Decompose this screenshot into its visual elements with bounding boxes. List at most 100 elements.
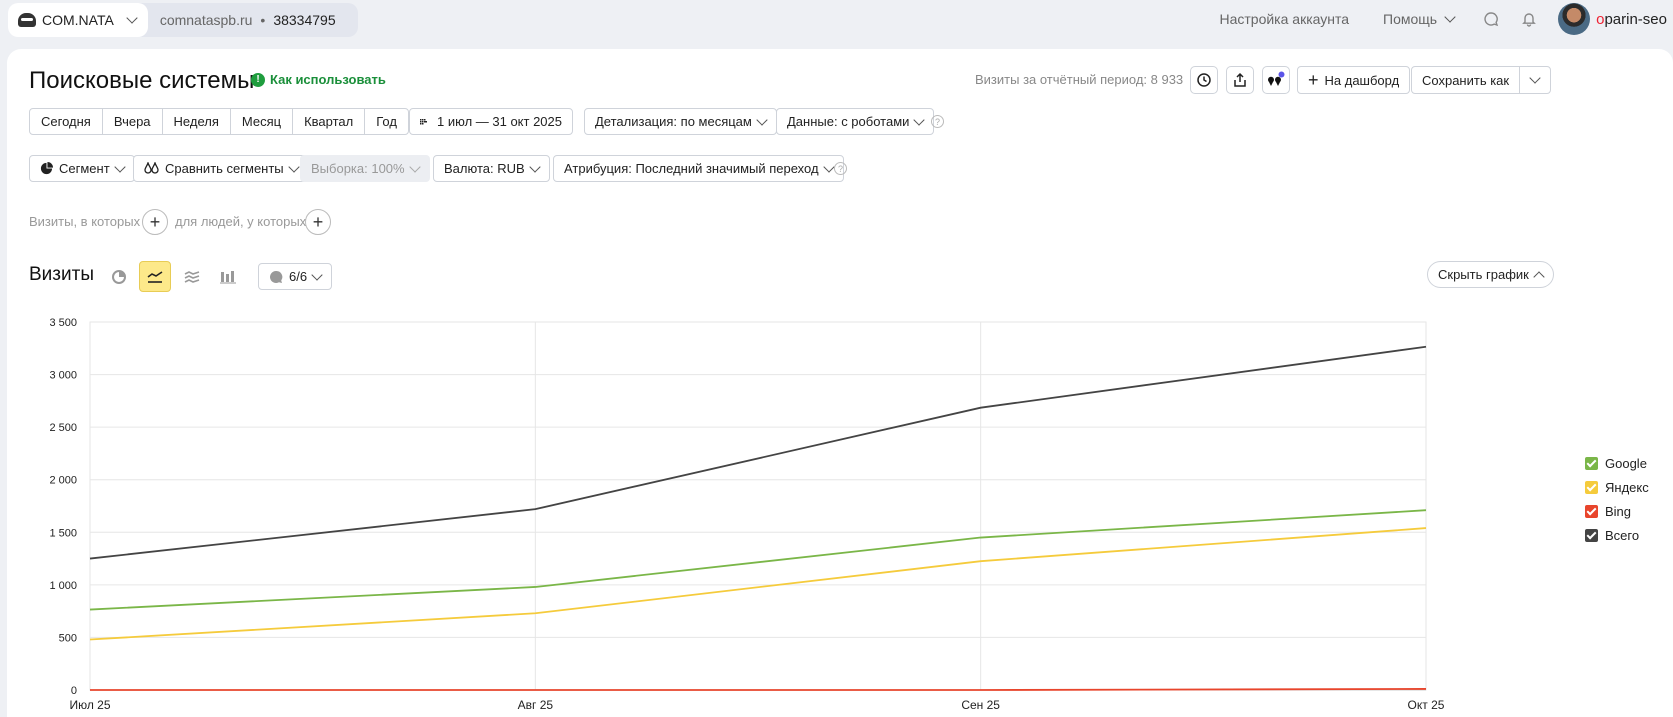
legend-item[interactable]: Bing xyxy=(1585,499,1649,523)
checkbox-icon[interactable] xyxy=(1585,528,1598,542)
quote-icon xyxy=(1268,71,1285,86)
detail-dropdown[interactable]: Детализация: по месяцам xyxy=(584,108,777,135)
date-range-picker[interactable]: 1 июл — 31 окт 2025 xyxy=(409,108,573,135)
checkbox-icon[interactable] xyxy=(1585,504,1598,518)
add-to-dashboard-button[interactable]: + На дашборд xyxy=(1297,66,1411,94)
compare-segments-dropdown[interactable]: Сравнить сегменты xyxy=(133,155,309,182)
chevron-down-icon xyxy=(913,113,926,126)
calendar-icon xyxy=(420,118,427,124)
user-login[interactable]: oparin-seo xyxy=(1596,11,1667,28)
how-to-use-link[interactable]: ! Как использовать xyxy=(251,72,386,87)
visits-total: Визиты за отчётный период: 8 933 xyxy=(975,72,1184,87)
legend-label: Яндекс xyxy=(1605,479,1649,495)
page-title: Поисковые системы xyxy=(29,67,255,94)
pie-icon xyxy=(40,162,53,175)
save-as-button[interactable]: Сохранить как xyxy=(1412,67,1520,93)
add-people-condition-button[interactable]: + xyxy=(305,209,331,235)
help-question-icon[interactable]: ? xyxy=(931,115,944,128)
pie-chart-icon xyxy=(112,269,126,284)
y-tick-label: 0 xyxy=(71,685,77,697)
period-selector: Сегодня Вчера Неделя Месяц Квартал Год xyxy=(29,108,409,135)
chart-legend: Google Яндекс Bing Всего xyxy=(1585,451,1649,547)
checkbox-icon[interactable] xyxy=(1585,480,1598,494)
chevron-down-icon xyxy=(126,12,138,24)
data-mode-dropdown[interactable]: Данные: с роботами xyxy=(776,108,935,135)
legend-item[interactable]: Всего xyxy=(1585,523,1649,547)
clock-icon xyxy=(1197,73,1211,87)
share-icon xyxy=(1234,72,1246,87)
avatar[interactable] xyxy=(1558,3,1591,35)
bar-chart-type-button[interactable] xyxy=(212,261,244,292)
account-settings-link[interactable]: Настройка аккаунта xyxy=(1219,11,1350,27)
period-year[interactable]: Год xyxy=(376,114,397,129)
info-icon: ! xyxy=(251,72,265,87)
plus-icon: + xyxy=(312,211,324,232)
chevron-down-icon xyxy=(1529,72,1541,84)
x-tick-label: Окт 25 xyxy=(1408,698,1445,712)
date-range-label: 1 июл — 31 окт 2025 xyxy=(437,114,562,129)
period-quarter[interactable]: Квартал xyxy=(293,109,366,134)
counter-name: COM.NATA xyxy=(42,12,114,28)
line-chart-icon xyxy=(147,270,163,283)
data-mode-label: Данные: с роботами xyxy=(787,114,910,129)
checkbox-icon[interactable] xyxy=(1585,456,1598,470)
people-condition-label: для людей, у которых xyxy=(175,214,307,229)
history-button[interactable] xyxy=(1190,66,1218,94)
pie-chart-type-button[interactable] xyxy=(103,261,135,292)
compare-segments-label: Сравнить сегменты xyxy=(165,161,284,176)
x-tick-label: Авг 25 xyxy=(518,698,554,712)
user-login-rest: parin-seo xyxy=(1604,10,1667,28)
chevron-down-icon xyxy=(287,160,300,173)
save-as-group: Сохранить как xyxy=(1411,66,1551,94)
y-tick-label: 1 500 xyxy=(49,527,77,539)
line-chart-type-button[interactable] xyxy=(139,261,171,292)
currency-dropdown[interactable]: Валюта: RUB xyxy=(433,155,550,182)
period-week[interactable]: Неделя xyxy=(163,109,231,134)
hide-chart-button[interactable]: Скрыть график xyxy=(1427,261,1554,288)
attribution-dropdown[interactable]: Атрибуция: Последний значимый переход xyxy=(553,155,844,182)
add-visit-condition-button[interactable]: + xyxy=(142,209,168,235)
plus-icon: + xyxy=(149,211,161,232)
currency-label: Валюта: RUB xyxy=(444,161,525,176)
period-today[interactable]: Сегодня xyxy=(30,109,103,134)
visits-condition-label: Визиты, в которых xyxy=(29,214,141,229)
plus-icon: + xyxy=(1308,70,1319,90)
legend-item[interactable]: Google xyxy=(1585,451,1649,475)
counter-site: comnataspb.ru xyxy=(159,12,253,28)
counter-logo-icon xyxy=(18,13,36,27)
area-chart-type-button[interactable] xyxy=(176,261,208,292)
top-right-menu: Настройка аккаунта Помощь oparin-seo xyxy=(1219,0,1673,38)
area-chart-icon xyxy=(184,270,200,283)
period-yesterday[interactable]: Вчера xyxy=(103,109,163,134)
series-line xyxy=(90,688,1427,691)
y-tick-label: 2 500 xyxy=(49,422,77,434)
x-tick-label: Июл 25 xyxy=(69,698,110,712)
counter-name-button[interactable]: COM.NATA xyxy=(8,3,148,37)
x-tick-label: Сен 25 xyxy=(961,698,1000,712)
sample-label: Выборка: 100% xyxy=(311,161,405,176)
period-month[interactable]: Месяц xyxy=(231,109,294,134)
segment-dropdown[interactable]: Сегмент xyxy=(29,155,135,182)
help-menu[interactable]: Помощь xyxy=(1383,11,1456,27)
save-as-dropdown[interactable] xyxy=(1520,72,1550,84)
help-question-icon[interactable]: ? xyxy=(834,162,847,175)
chat-icon[interactable] xyxy=(1482,10,1500,28)
detail-label: Детализация: по месяцам xyxy=(595,114,752,129)
compare-drops-icon xyxy=(144,162,159,174)
counter-selector[interactable]: COM.NATA comnataspb.ru • 38334795 xyxy=(8,3,358,37)
chevron-down-icon xyxy=(529,160,541,173)
help-label: Помощь xyxy=(1383,11,1438,27)
sample-dropdown[interactable]: Выборка: 100% xyxy=(300,155,430,182)
series-line xyxy=(89,345,1427,560)
chevron-down-icon xyxy=(756,113,768,126)
legend-label: Bing xyxy=(1605,503,1632,519)
chevron-down-icon xyxy=(114,160,126,173)
legend-item[interactable]: Яндекс xyxy=(1585,475,1649,499)
series-selector[interactable]: 6/6 xyxy=(258,263,333,290)
top-bar: COM.NATA comnataspb.ru • 38334795 Настро… xyxy=(0,0,1673,38)
export-button[interactable] xyxy=(1226,66,1254,94)
bell-icon[interactable] xyxy=(1520,10,1538,28)
y-tick-label: 3 500 xyxy=(49,317,77,329)
ai-assistant-button[interactable] xyxy=(1262,66,1290,94)
chevron-down-icon xyxy=(822,160,835,173)
